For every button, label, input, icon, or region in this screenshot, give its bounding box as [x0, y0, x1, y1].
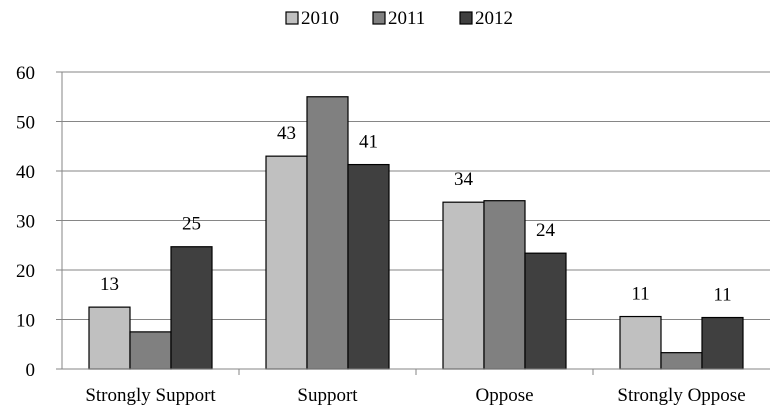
bar-2011-strongly-oppose — [660, 352, 703, 370]
bar-2010-strongly-oppose — [619, 315, 662, 370]
y-tick-label: 0 — [26, 360, 36, 381]
legend-swatch-2012 — [459, 11, 473, 25]
legend-label-2012: 2012 — [475, 8, 513, 29]
axes — [56, 71, 770, 375]
bar-2012-strongly-oppose — [701, 316, 744, 370]
y-tick-label: 60 — [16, 63, 35, 84]
x-category-label: Support — [297, 385, 358, 406]
labels: 0 10 20 30 40 50 60 13 25 Strongly Support 43 41 Sup… — [16, 63, 746, 406]
data-label: 24 — [536, 220, 556, 241]
legend-swatch-2010 — [285, 11, 299, 25]
bar-2012-support — [347, 163, 390, 370]
bar-2010-oppose — [442, 201, 485, 370]
data-label: 41 — [359, 132, 378, 153]
data-label: 25 — [182, 214, 201, 235]
bar-2011-oppose — [483, 200, 526, 370]
x-category-label: Strongly Oppose — [617, 385, 745, 406]
legend-label-2010: 2010 — [301, 8, 339, 29]
legend-swatch-2011 — [372, 11, 386, 25]
bar-2010-support — [265, 155, 308, 370]
legend: 2010 2011 2012 — [285, 8, 513, 29]
bar-2012-strongly-support — [170, 246, 213, 370]
bar-2010-strongly-support — [88, 306, 131, 370]
data-label: 11 — [631, 284, 649, 305]
bar-2011-strongly-support — [129, 331, 172, 370]
data-label: 34 — [454, 169, 474, 190]
x-category-label: Strongly Support — [85, 385, 216, 406]
y-tick-label: 30 — [16, 212, 35, 233]
bar-2012-oppose — [524, 252, 567, 370]
bar-2011-support — [306, 96, 349, 370]
x-category-label: Oppose — [475, 385, 533, 406]
data-label: 13 — [100, 274, 119, 295]
data-label: 43 — [277, 123, 296, 144]
data-label: 11 — [713, 285, 731, 306]
y-tick-label: 10 — [16, 311, 35, 332]
y-tick-label: 50 — [16, 113, 35, 134]
gridlines — [62, 71, 770, 320]
bars — [88, 96, 744, 370]
y-tick-label: 20 — [16, 261, 35, 282]
legend-label-2011: 2011 — [388, 8, 425, 29]
y-tick-label: 40 — [16, 162, 35, 183]
